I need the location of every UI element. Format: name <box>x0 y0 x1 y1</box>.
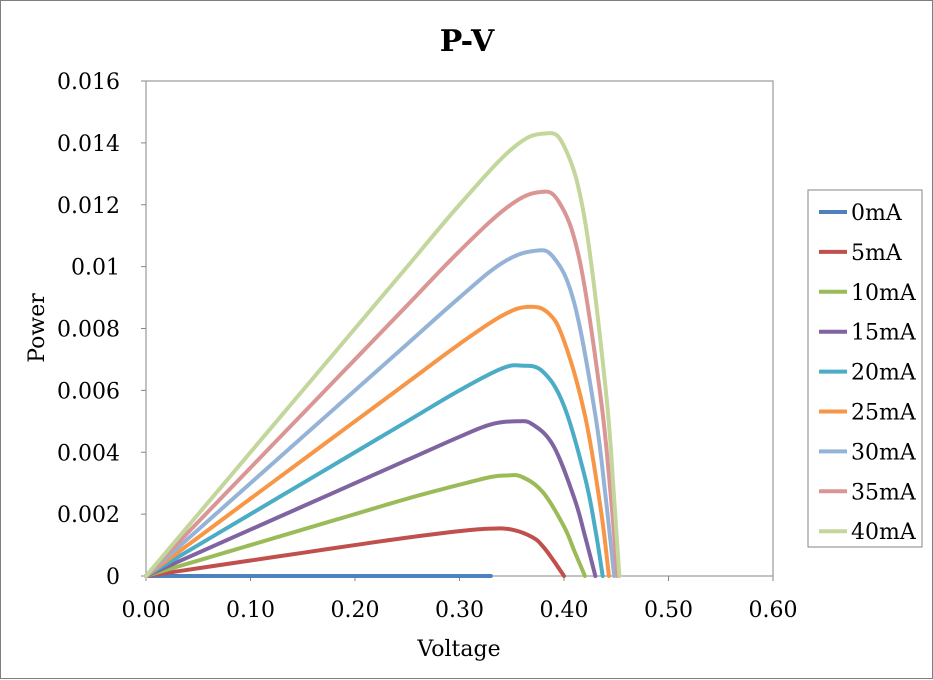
legend-label: 10mA <box>851 281 917 306</box>
x-tick-label: 0.60 <box>749 598 798 623</box>
y-tick-label: 0.014 <box>57 132 120 157</box>
y-tick-label: 0.01 <box>71 256 120 281</box>
legend-item: 15mA <box>819 321 917 346</box>
series-line-20mA <box>144 363 605 578</box>
y-tick-label: 0.006 <box>57 379 120 404</box>
x-axis-ticks: 0.00 0.10 0.20 0.30 0.40 0.50 0.60 <box>122 576 798 623</box>
x-axis-label: Voltage <box>416 637 500 662</box>
legend-label: 20mA <box>851 361 917 386</box>
series-line-25mA <box>144 304 611 578</box>
legend-item: 35mA <box>819 480 917 505</box>
legend-label: 5mA <box>851 241 903 266</box>
legend-item: 20mA <box>819 361 917 386</box>
plot-area <box>145 80 774 577</box>
y-tick-label: 0 <box>106 565 120 590</box>
y-tick-label: 0.016 <box>57 70 120 95</box>
legend-item: 40mA <box>819 520 917 545</box>
chart-title: P-V <box>440 24 495 59</box>
x-tick-label: 0.50 <box>644 598 693 623</box>
y-axis-label: Power <box>25 293 50 363</box>
legend-item: 10mA <box>819 281 917 306</box>
legend-item: 25mA <box>819 401 917 426</box>
legend-label: 0mA <box>851 201 903 226</box>
series-line-40mA <box>144 131 622 578</box>
series-line-5mA <box>144 526 566 578</box>
legend-label: 30mA <box>851 440 917 465</box>
series-line-15mA <box>144 419 598 578</box>
legend-box <box>807 189 923 548</box>
legend: 0mA 5mA 10mA 15mA 20mA 25mA 30mA 35mA 40mA <box>807 189 923 548</box>
legend-item: 0mA <box>819 201 903 226</box>
legend-label: 35mA <box>851 480 917 505</box>
x-tick-label: 0.40 <box>540 598 589 623</box>
x-tick-label: 0.20 <box>331 598 380 623</box>
y-tick-label: 0.004 <box>57 441 120 466</box>
series-line-10mA <box>144 473 587 578</box>
x-tick-label: 0.10 <box>226 598 275 623</box>
x-tick-label: 0.00 <box>122 598 171 623</box>
y-tick-label: 0.008 <box>57 318 120 343</box>
x-tick-label: 0.30 <box>435 598 484 623</box>
legend-label: 40mA <box>851 520 917 545</box>
legend-item: 5mA <box>819 241 903 266</box>
y-tick-label: 0.012 <box>57 194 120 219</box>
legend-label: 15mA <box>851 321 917 346</box>
series-lines <box>144 131 622 578</box>
y-tick-label: 0.002 <box>57 503 120 528</box>
legend-item: 30mA <box>819 440 917 465</box>
y-axis-ticks: 0 0.002 0.004 0.006 0.008 0.01 0.012 0.014 0.016 <box>57 70 146 590</box>
series-line-30mA <box>144 248 617 578</box>
series-line-35mA <box>144 189 620 578</box>
legend-label: 25mA <box>851 401 917 426</box>
